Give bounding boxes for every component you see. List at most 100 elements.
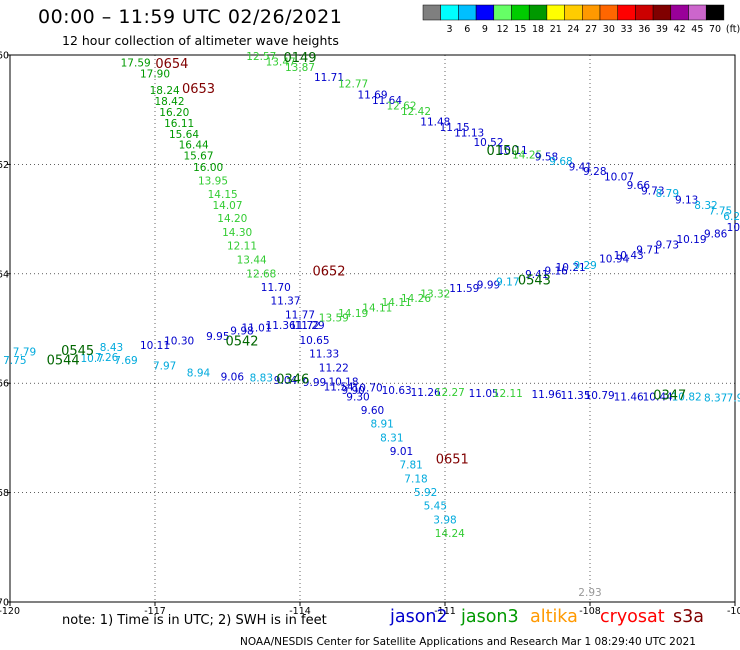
swh-value: 7.26 <box>95 352 119 364</box>
swh-value: 8.91 <box>370 419 393 431</box>
color-bin <box>688 4 707 21</box>
swh-value: 10.94 <box>599 253 629 265</box>
swh-value: 9.99 <box>303 377 326 389</box>
swh-value: 11.33 <box>309 349 339 361</box>
pass-time-label: 0347 <box>653 389 686 404</box>
swh-value: 14.20 <box>217 213 247 225</box>
swh-value: 10.18 <box>328 377 358 389</box>
swh-value: 11.13 <box>454 128 484 140</box>
swh-value: 9.90 <box>341 385 364 397</box>
chart-subtitle: 12 hour collection of altimeter wave hei… <box>62 33 339 48</box>
y-tick-label: -64 <box>0 269 9 280</box>
swh-value: 12.11 <box>227 240 257 252</box>
color-bin-label: 39 <box>656 24 668 35</box>
color-bin <box>475 4 495 21</box>
swh-value: 9.41 <box>525 269 548 281</box>
swh-value: 11.59 <box>449 283 479 295</box>
swh-value: 13.59 <box>319 313 349 325</box>
pass-time-label: 0544 <box>47 354 80 369</box>
x-tick-label: -10 <box>727 606 740 617</box>
swh-value: 16.44 <box>179 140 209 152</box>
axis-tick-labels: -120 -117 -114 -111 -108 -10 -60 -62 -64 -66 -68 -7… <box>0 51 740 618</box>
pass-time-label: 0654 <box>155 57 188 72</box>
swh-value: 10.19 <box>676 234 706 246</box>
color-bin <box>493 4 512 21</box>
swh-value: 13.44 <box>237 255 267 267</box>
swh-value: 5.45 <box>424 501 447 513</box>
swh-value: 11.01 <box>241 322 271 334</box>
swh-value: 12.68 <box>246 268 276 280</box>
color-bin <box>422 4 441 21</box>
y-tick-label: -68 <box>0 488 9 499</box>
pass-time-label: 0346 <box>276 372 309 387</box>
swh-value: 11.05 <box>469 388 499 400</box>
scale-unit: (ft) <box>726 24 740 35</box>
swh-value: 7.79 <box>13 346 36 358</box>
swh-value: 13.47 <box>266 57 296 69</box>
swh-value: 9.01 <box>390 446 413 458</box>
swh-value: 17.90 <box>140 69 170 81</box>
swh-value: 9.06 <box>221 372 245 384</box>
swh-value: 10.11 <box>498 145 528 157</box>
color-bin <box>705 4 725 21</box>
swh-value: 7.69 <box>114 355 137 367</box>
pass-time-label: 0545 <box>61 344 94 359</box>
swh-value: 10.07 <box>604 171 634 183</box>
swh-value: 11.96 <box>531 389 561 401</box>
swh-value: 14.25 <box>512 150 542 162</box>
swh-value: 12.57 <box>246 51 276 63</box>
swh-value: 14.11 <box>362 303 392 315</box>
plot-border <box>9 54 736 603</box>
swh-value: 13.87 <box>285 62 315 74</box>
swh-value: 11.77 <box>285 309 315 321</box>
swh-value: 7.97 <box>153 361 176 373</box>
swh-value: 9.95 <box>206 331 229 343</box>
plot-area <box>9 54 736 603</box>
y-tick-label: -60 <box>0 51 9 62</box>
swh-value: 14.15 <box>208 189 238 201</box>
x-tick-label: -108 <box>579 606 601 617</box>
swh-value: 13.95 <box>198 175 228 187</box>
swh-value: 9.04 <box>274 375 298 387</box>
swh-value: 9.73 <box>641 186 664 198</box>
swh-value: 9.41 <box>569 162 592 174</box>
swh-value: 9.30 <box>346 391 369 403</box>
y-tick-label: -70 <box>0 598 9 609</box>
swh-value: 8.37 <box>704 392 727 404</box>
pass-time-label: 0149 <box>283 51 316 66</box>
swh-value: 11.72 <box>290 320 320 332</box>
swh-value: 14.26 <box>401 293 431 305</box>
swh-value: 12.62 <box>386 100 416 112</box>
pass-time-label: 0651 <box>436 453 469 468</box>
color-bin-label: 21 <box>550 24 562 35</box>
swh-value: 10.30 <box>164 336 194 348</box>
swh-value: 13.32 <box>420 288 450 300</box>
swh-value: 8.31 <box>380 432 403 444</box>
legend-jason3: jason3 <box>461 607 519 627</box>
color-bin <box>546 4 565 21</box>
swh-value: 10.65 <box>299 335 329 347</box>
swh-value: 12.27 <box>435 387 465 399</box>
swh-value: 10.7 <box>80 353 103 365</box>
swh-value: 15.64 <box>169 129 199 141</box>
color-bin-label: 24 <box>567 24 579 35</box>
swh-value: 14.24 <box>435 528 465 540</box>
swh-value: 8.32 <box>694 200 717 212</box>
swh-value: 7.75 <box>709 205 732 217</box>
color-bin <box>458 4 477 21</box>
grid-lines <box>7 54 736 606</box>
pass-time-label: 0150 <box>486 144 519 159</box>
color-bin <box>617 4 636 21</box>
swh-value: 9.58 <box>535 152 558 164</box>
swh-value: 9.17 <box>496 276 519 288</box>
swh-value: 11.29 <box>295 320 325 332</box>
color-bin-label: 15 <box>514 24 526 35</box>
swh-value: 10.63 <box>382 385 412 397</box>
swh-value: 17.59 <box>121 58 151 70</box>
pass-time-label: 0652 <box>312 265 345 280</box>
swh-value: 11.37 <box>270 296 300 308</box>
swh-value: 6.28 <box>723 211 740 223</box>
swh-value: 11.22 <box>319 362 349 374</box>
swh-value: 9.16 <box>544 266 568 278</box>
